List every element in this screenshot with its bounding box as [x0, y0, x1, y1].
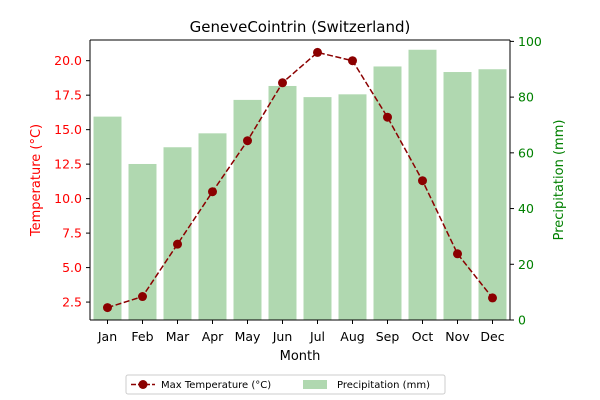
y-left-tick-label: 5.0: [62, 260, 82, 275]
y-right-tick-label: 20: [518, 257, 534, 272]
x-tick-label: Nov: [445, 329, 470, 344]
x-tick-label: Jan: [97, 329, 117, 344]
y-left-tick-label: 10.0: [54, 191, 82, 206]
temperature-point: [383, 112, 392, 122]
temperature-point: [453, 249, 462, 259]
x-tick-label: Dec: [480, 329, 504, 344]
temperature-line: [103, 47, 497, 313]
temperature-point: [348, 56, 357, 66]
y-right-tick-label: 60: [518, 145, 534, 160]
temperature-point: [313, 47, 322, 57]
legend-marker-swatch: [138, 380, 148, 389]
temperature-point: [488, 293, 497, 303]
y-axis-right-label: Precipitation (mm): [552, 120, 567, 241]
x-tick-label: Sep: [376, 329, 400, 344]
precipitation-bars: [93, 49, 507, 321]
x-tick-label: Mar: [166, 329, 190, 344]
temperature-point: [103, 303, 112, 313]
x-tick-label: Oct: [412, 329, 434, 344]
y-axis-left-label: Temperature (°C): [29, 124, 44, 237]
x-tick-label: Apr: [202, 329, 224, 344]
precipitation-bar: [163, 147, 192, 320]
x-tick-label: Jun: [272, 329, 293, 344]
temperature-point: [278, 78, 287, 88]
y-right-tick-label: 0: [518, 313, 526, 328]
y-left-tick-label: 12.5: [54, 157, 82, 172]
y-right-tick-label: 100: [518, 34, 542, 49]
x-tick-label: Aug: [340, 329, 364, 344]
x-axis-label: Month: [280, 349, 321, 364]
legend-bar-swatch: [303, 380, 327, 389]
y-left-tick-label: 20.0: [54, 53, 82, 68]
x-tick-label: Jul: [309, 329, 325, 344]
temperature-point: [208, 187, 217, 197]
temperature-point: [173, 239, 182, 249]
precipitation-bar: [268, 85, 297, 320]
y-left-tick-label: 15.0: [54, 122, 82, 137]
legend-label-temperature: Max Temperature (°C): [161, 380, 271, 391]
legend: Max Temperature (°C) Precipitation (mm): [125, 374, 446, 395]
legend-frame: [125, 374, 446, 395]
precipitation-bar: [443, 72, 472, 321]
precipitation-bar: [303, 97, 332, 320]
y-right-tick-label: 80: [518, 90, 534, 105]
temperature-point: [418, 176, 427, 186]
precipitation-bar: [198, 133, 227, 320]
precipitation-bar: [373, 66, 402, 321]
precipitation-bar: [478, 69, 507, 321]
y-left-tick-label: 2.5: [62, 295, 82, 310]
y-left-tick-label: 7.5: [62, 226, 82, 241]
x-tick-label: Feb: [131, 329, 153, 344]
temperature-point: [138, 292, 147, 302]
y-right-tick-label: 40: [518, 201, 534, 216]
axes: 2.5 5.0 7.5 10.0 12.5 15.0 17.5 20.0 0 20 40 60 80 10…: [54, 34, 542, 344]
precipitation-bar: [93, 116, 122, 320]
precipitation-bar: [338, 94, 367, 320]
precipitation-bar: [233, 99, 262, 320]
x-tick-label: May: [235, 329, 261, 344]
temperature-point: [243, 136, 252, 146]
legend-label-precipitation: Precipitation (mm): [337, 380, 430, 391]
y-left-tick-label: 17.5: [54, 88, 82, 103]
temperature-line-path: [107, 51, 494, 309]
chart-title: GeneveCointrin (Switzerland): [190, 18, 411, 36]
